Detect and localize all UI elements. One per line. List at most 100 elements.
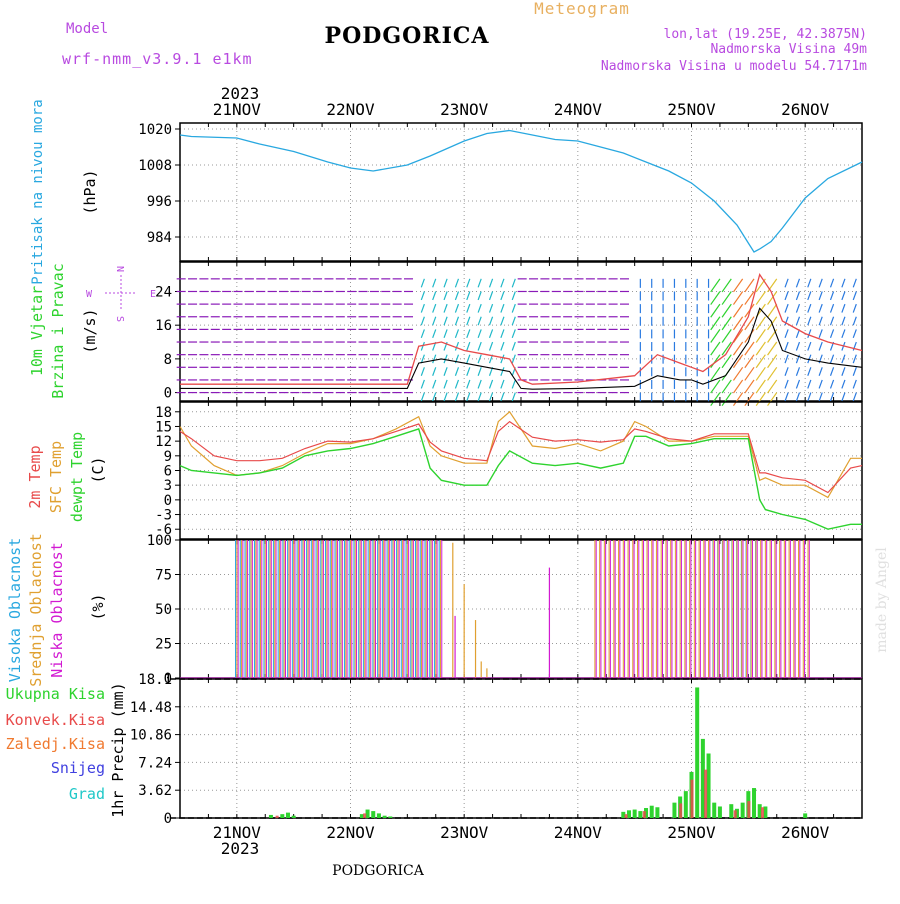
precip-total-bar <box>695 687 700 818</box>
y-tick-label: 6 <box>164 464 172 480</box>
precip-total-bar <box>712 802 717 818</box>
temp-unit-label: (C) <box>89 456 107 483</box>
precip-conv-bar <box>624 814 628 818</box>
wind-arrow <box>420 367 425 376</box>
pressure-panel: 1020 1008 996 984 <box>138 122 863 262</box>
wind-arrow <box>852 316 857 326</box>
wind-arrow <box>443 316 448 326</box>
wind-arrow <box>732 329 744 343</box>
precip-total-bar <box>655 807 660 818</box>
wind-axis-label: 10m Vjetar <box>28 286 46 376</box>
dewpoint-line <box>179 428 862 530</box>
wind-arrow <box>841 392 846 402</box>
wind-arrow <box>454 392 460 402</box>
precip-total-bar <box>672 802 677 818</box>
wind-arrow <box>710 354 721 369</box>
wind-arrow <box>721 316 732 331</box>
precip-conv-bar <box>704 769 708 818</box>
dewpoint-axis-label: dewpt Temp <box>68 432 86 522</box>
wind-arrow <box>852 303 857 313</box>
wind-arrow <box>784 316 789 326</box>
wind-arrow <box>420 379 425 389</box>
precip-legend-item: Ukupna Kisa <box>6 685 105 703</box>
wind-arrow <box>744 316 755 331</box>
wind-arrow <box>454 341 460 351</box>
wind-arrow <box>477 392 482 402</box>
bottom-date-label: 22NOV <box>326 823 375 842</box>
y-tick-label: 50 <box>155 602 172 618</box>
precip-total-bar <box>717 806 722 818</box>
wind-arrow <box>710 303 721 318</box>
top-year-label: 2023 <box>221 84 260 103</box>
bottom-date-label: 24NOV <box>554 823 603 842</box>
precip-total-bar <box>291 815 296 818</box>
wind-arrow <box>807 367 812 376</box>
wind-arrow <box>511 341 516 351</box>
wind-arrow <box>829 392 835 402</box>
y-tick-label: 14.48 <box>130 700 172 716</box>
bottom-date-label: 21NOV <box>213 823 262 842</box>
wind-arrow <box>432 367 437 376</box>
wind-arrow <box>443 392 448 402</box>
wind-arrow <box>443 291 448 301</box>
wind-arrow <box>732 278 744 293</box>
wind-arrow <box>721 379 732 394</box>
precip-total-bar <box>752 788 757 818</box>
wind-panel: 0 8 16 24 <box>155 261 863 407</box>
wind-arrow <box>420 392 425 402</box>
wind-arrow <box>488 291 494 301</box>
wind-arrow <box>477 291 482 301</box>
wind-arrow <box>454 367 460 376</box>
wind-arrow <box>784 329 789 339</box>
wind-arrow <box>818 379 823 389</box>
wind-arrow <box>829 329 835 339</box>
precip-conv-bar <box>760 807 764 818</box>
wind-arrow <box>807 329 812 339</box>
wind-arrow <box>767 278 778 293</box>
wind-arrow <box>466 329 471 339</box>
precip-total-bar <box>626 810 631 818</box>
wind-arrow <box>795 303 801 313</box>
wind-arrow <box>732 354 744 369</box>
wind-arrow <box>710 379 721 394</box>
top-date-label: 22NOV <box>326 100 375 119</box>
wind-arrow <box>852 329 857 339</box>
model-elevation: Nadmorska Visina u modelu 54.7171m <box>601 59 867 74</box>
wind-arrow <box>795 316 801 326</box>
precip-conv-bar <box>363 813 367 818</box>
wind-compass: N S W E <box>86 266 156 322</box>
y-tick-label: 0 <box>164 811 172 827</box>
y-tick-label: 24 <box>155 284 172 300</box>
wind-arrow <box>807 291 812 301</box>
wind-arrow <box>488 278 494 288</box>
wind-arrow <box>841 367 846 376</box>
wind-arrow <box>721 354 732 369</box>
y-tick-label: 984 <box>147 230 172 246</box>
temp-2m-axis-label: 2m Temp <box>26 445 44 508</box>
model-name: wrf-nmm_v3.9.1 e1km <box>62 50 253 68</box>
wind-arrow <box>767 291 778 305</box>
wind-arrow <box>795 341 801 351</box>
y-tick-label: 25 <box>155 637 172 653</box>
y-tick-label: 3.62 <box>138 783 172 799</box>
wind-arrow <box>432 392 437 402</box>
wind-speed-line <box>180 307 863 390</box>
wind-arrow <box>710 291 721 305</box>
precip-total-bar <box>803 813 808 818</box>
y-tick-label: 18.1 <box>138 672 172 688</box>
y-tick-label: 996 <box>147 194 172 210</box>
wind-arrow <box>443 379 448 389</box>
wind-arrow <box>852 367 857 376</box>
model-label: Model <box>66 21 108 37</box>
precip-total-bar <box>763 806 768 818</box>
wind-arrow <box>744 379 755 394</box>
cloud-low-axis-label: Niska Oblacnost <box>48 542 66 677</box>
wind-arrow <box>420 278 425 288</box>
wind-arrow <box>466 278 471 288</box>
wind-arrow <box>432 303 437 313</box>
wind-arrow <box>784 392 789 402</box>
top-date-label: 21NOV <box>213 100 262 119</box>
wind-arrow <box>477 379 482 389</box>
y-tick-label: 1008 <box>138 158 172 174</box>
precip-total-bar <box>280 814 285 818</box>
